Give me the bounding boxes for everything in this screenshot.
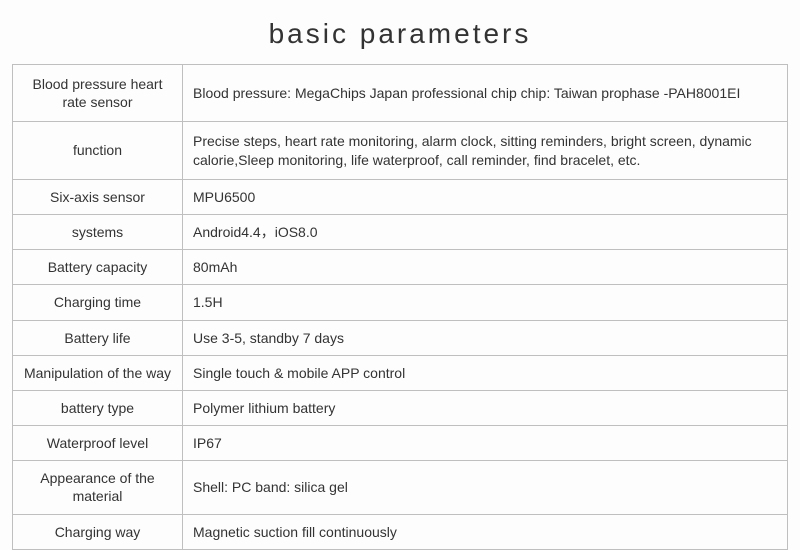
param-value: Blood pressure: MegaChips Japan professi… [183, 65, 788, 122]
param-label: Six-axis sensor [13, 179, 183, 214]
param-label: function [13, 122, 183, 179]
param-label: Battery capacity [13, 250, 183, 285]
parameters-table: Blood pressure heart rate sensorBlood pr… [12, 64, 788, 550]
param-label: Manipulation of the way [13, 355, 183, 390]
table-row: Six-axis sensorMPU6500 [13, 179, 788, 214]
table-row: battery typePolymer lithium battery [13, 390, 788, 425]
table-row: Charging wayMagnetic suction fill contin… [13, 514, 788, 549]
table-row: Battery capacity80mAh [13, 250, 788, 285]
param-label: systems [13, 214, 183, 249]
param-label: Battery life [13, 320, 183, 355]
param-value: Use 3-5, standby 7 days [183, 320, 788, 355]
table-row: systemsAndroid4.4，iOS8.0 [13, 214, 788, 249]
param-value: IP67 [183, 426, 788, 461]
param-value: MPU6500 [183, 179, 788, 214]
table-row: Manipulation of the waySingle touch & mo… [13, 355, 788, 390]
page-title: basic parameters [0, 0, 800, 64]
table-row: Appearance of the materialShell: PC band… [13, 461, 788, 514]
param-value: Single touch & mobile APP control [183, 355, 788, 390]
param-value: Shell: PC band: silica gel [183, 461, 788, 514]
table-row: Waterproof levelIP67 [13, 426, 788, 461]
table-row: functionPrecise steps, heart rate monito… [13, 122, 788, 179]
param-label: battery type [13, 390, 183, 425]
table-row: Battery lifeUse 3-5, standby 7 days [13, 320, 788, 355]
table-row: Charging time1.5H [13, 285, 788, 320]
param-label: Charging way [13, 514, 183, 549]
table-row: Blood pressure heart rate sensorBlood pr… [13, 65, 788, 122]
param-value: 1.5H [183, 285, 788, 320]
param-value: Magnetic suction fill continuously [183, 514, 788, 549]
param-value: Android4.4，iOS8.0 [183, 214, 788, 249]
param-label: Appearance of the material [13, 461, 183, 514]
param-label: Charging time [13, 285, 183, 320]
param-value: Polymer lithium battery [183, 390, 788, 425]
param-value: 80mAh [183, 250, 788, 285]
param-value: Precise steps, heart rate monitoring, al… [183, 122, 788, 179]
param-label: Blood pressure heart rate sensor [13, 65, 183, 122]
param-label: Waterproof level [13, 426, 183, 461]
